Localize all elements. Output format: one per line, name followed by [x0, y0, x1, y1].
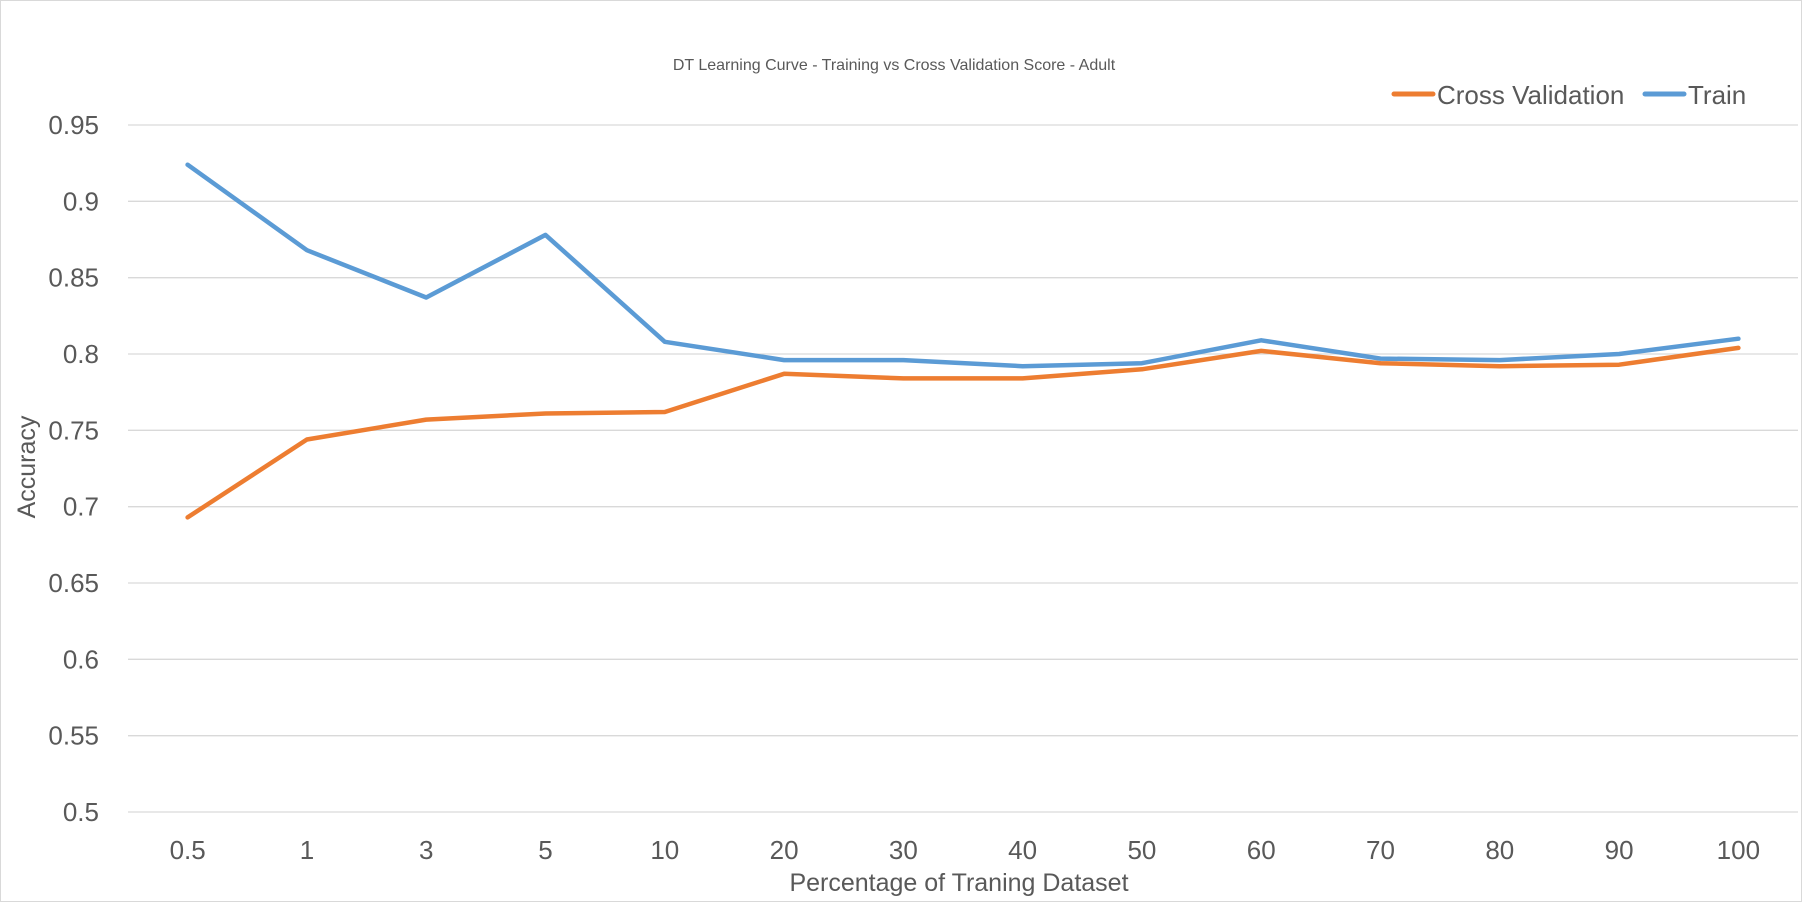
x-tick-label: 3 — [419, 835, 433, 865]
x-tick-label: 40 — [1008, 835, 1037, 865]
legend-label-train: Train — [1688, 80, 1746, 110]
x-tick-label: 0.5 — [170, 835, 206, 865]
chart-title: DT Learning Curve - Training vs Cross Va… — [673, 57, 1116, 74]
x-tick-label: 30 — [889, 835, 918, 865]
y-tick-label: 0.55 — [48, 721, 99, 751]
gridlines — [128, 124, 1798, 813]
y-tick-label: 0.85 — [48, 263, 99, 293]
y-tick-label: 0.9 — [63, 186, 99, 216]
y-tick-label: 0.5 — [63, 797, 99, 827]
y-tick-label: 0.7 — [63, 492, 99, 522]
series-lines — [185, 162, 1741, 520]
x-tick-label: 10 — [650, 835, 679, 865]
x-tick-label: 80 — [1485, 835, 1514, 865]
x-axis-ticks: 0.5 1 3 5 10 20 30 40 50 60 70 80 90 100 — [170, 835, 1760, 865]
series-line-train — [185, 162, 1741, 369]
y-tick-label: 0.95 — [48, 110, 99, 140]
x-axis-label: Percentage of Traning Dataset — [789, 869, 1128, 897]
x-tick-label: 20 — [770, 835, 799, 865]
x-tick-label: 70 — [1366, 835, 1395, 865]
series-line-cross-validation — [185, 345, 1741, 520]
x-tick-label: 5 — [538, 835, 552, 865]
y-axis-label: Accuracy — [13, 415, 41, 518]
y-axis-ticks: 0.5 0.55 0.6 0.65 0.7 0.75 0.8 0.85 0.9 0.95 — [48, 110, 99, 827]
legend: Cross Validation Train — [1391, 80, 1746, 110]
y-tick-label: 0.75 — [48, 415, 99, 445]
x-tick-label: 90 — [1605, 835, 1634, 865]
x-tick-label: 50 — [1127, 835, 1156, 865]
legend-label-cross-validation: Cross Validation — [1437, 80, 1624, 110]
y-tick-label: 0.8 — [63, 339, 99, 369]
y-tick-label: 0.65 — [48, 568, 99, 598]
y-tick-label: 0.6 — [63, 644, 99, 674]
x-tick-label: 100 — [1717, 835, 1760, 865]
x-tick-label: 1 — [300, 835, 314, 865]
x-tick-label: 60 — [1247, 835, 1276, 865]
